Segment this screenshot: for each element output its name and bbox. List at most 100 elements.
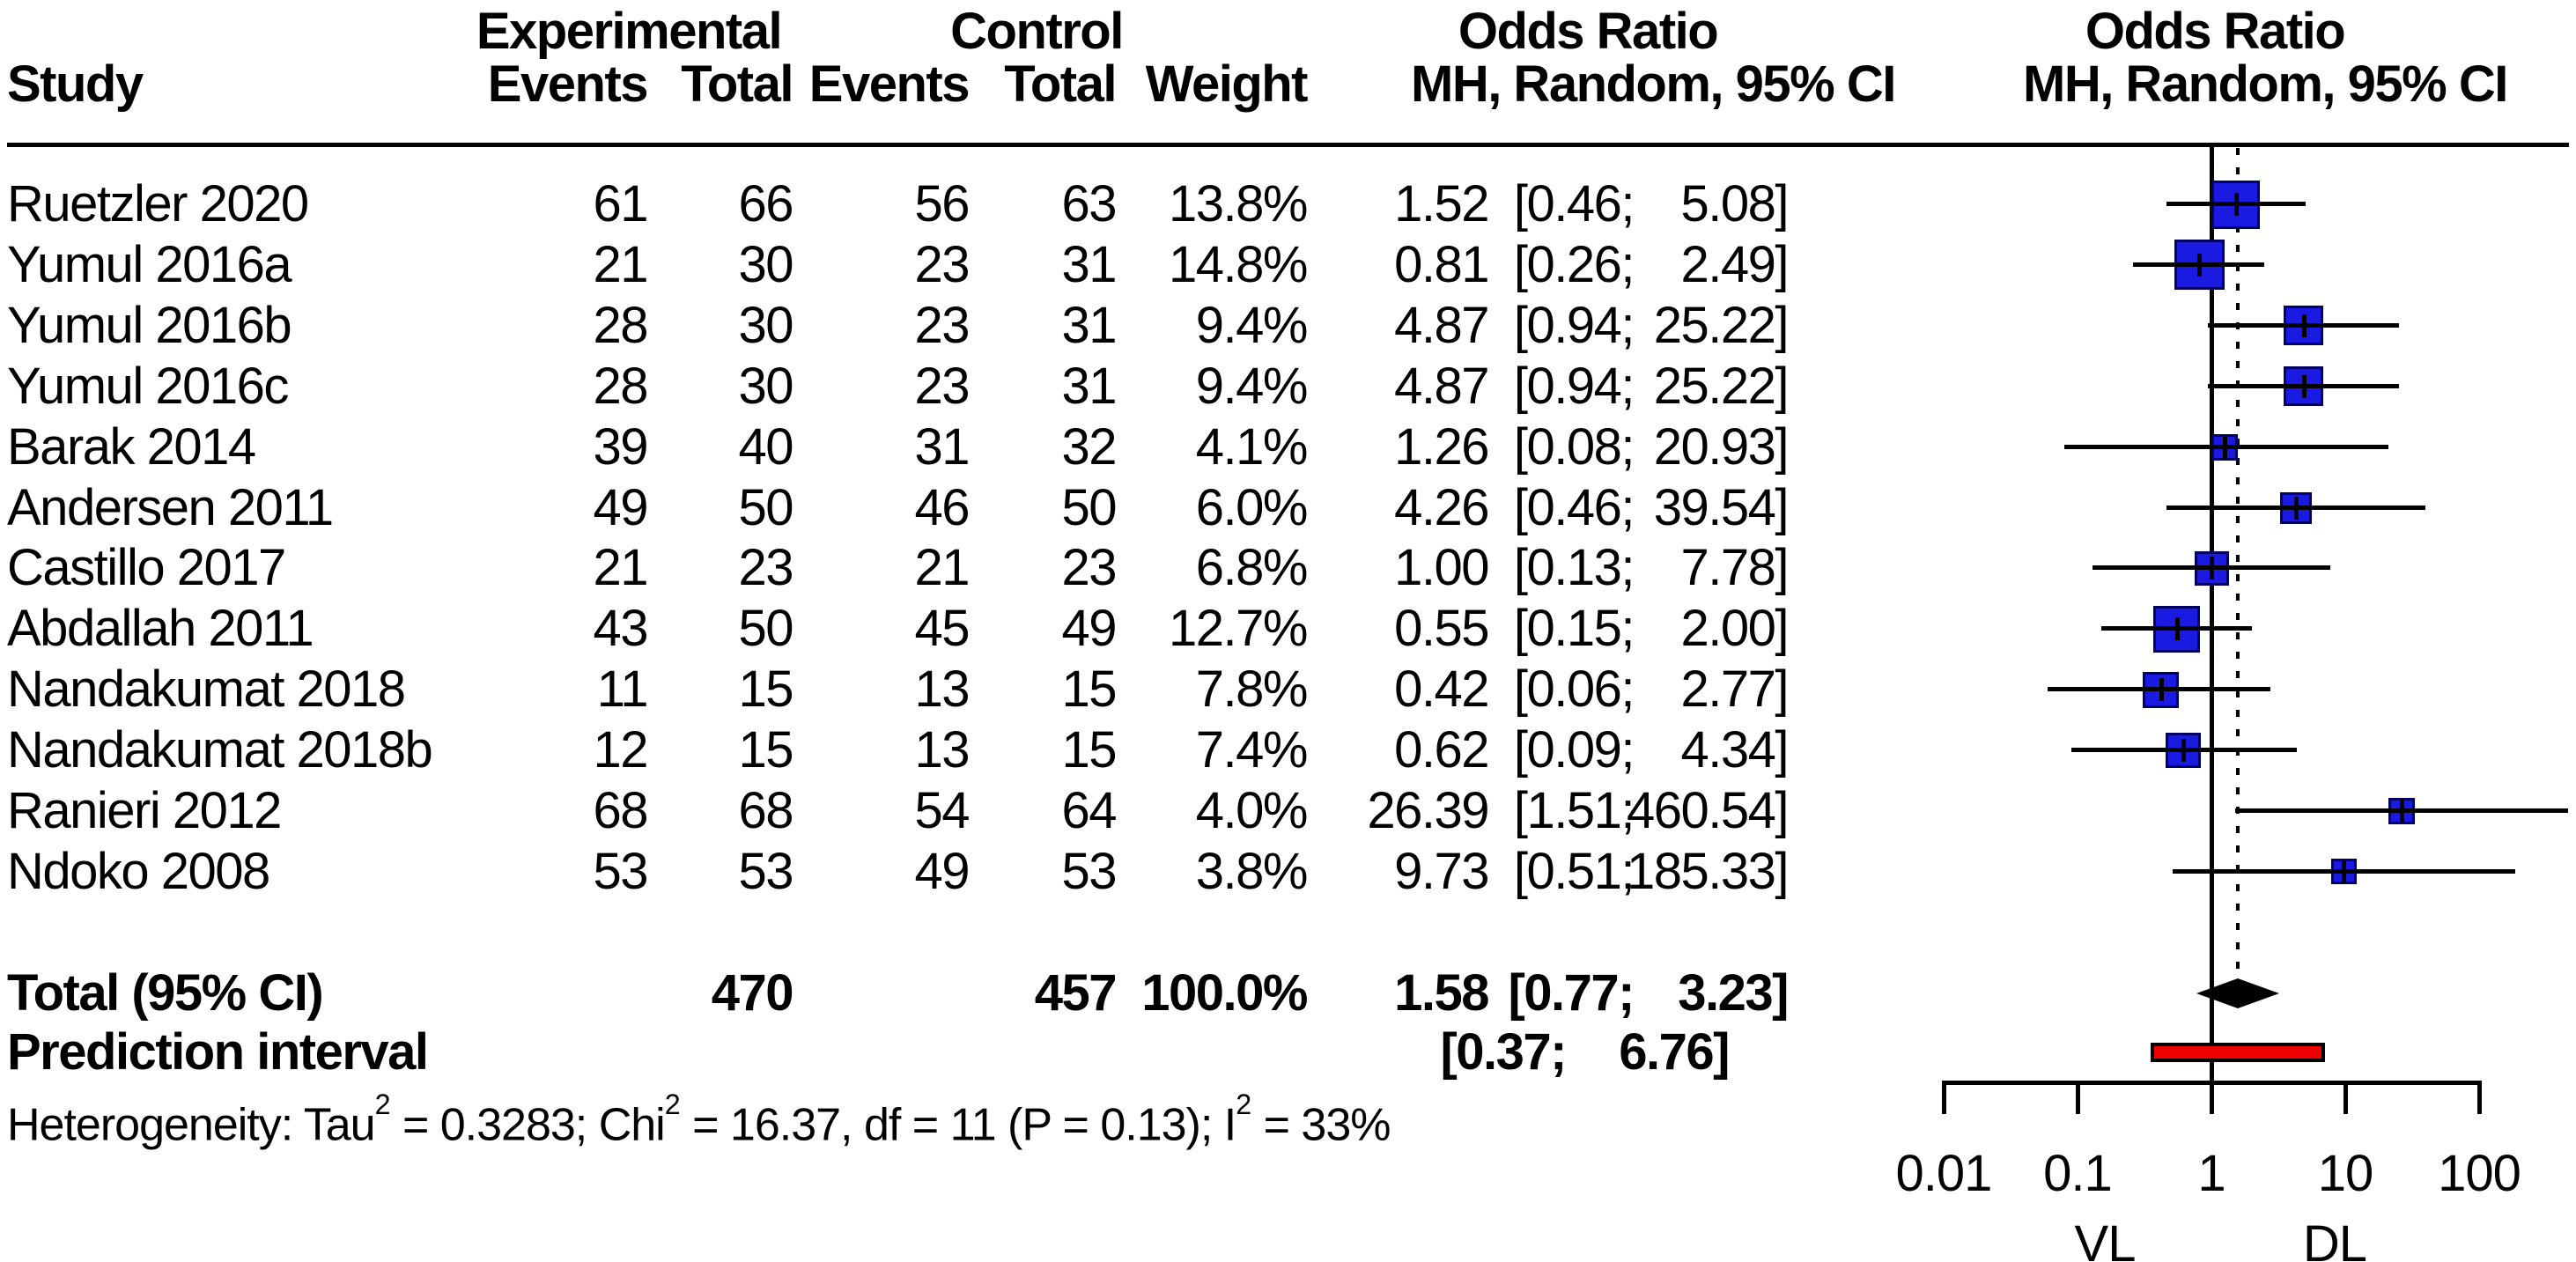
cell-exp_total: 23 <box>738 539 793 596</box>
heterogeneity-segment: = 16.37, df = 11 (P = 0.13); I <box>680 1099 1236 1151</box>
cell-exp_total: 50 <box>738 600 793 657</box>
cell-ci_high: 7.78] <box>1680 539 1790 596</box>
cell-or: 1.26 <box>1394 418 1489 476</box>
cell-ctrl_total: 49 <box>1061 600 1117 657</box>
cell-exp_events: 12 <box>593 721 648 779</box>
prediction-interval-bar <box>2151 1043 2325 1062</box>
cell-exp_events: 11 <box>596 661 649 718</box>
cell-ctrl_events: 46 <box>914 479 970 536</box>
cell-or: 9.73 <box>1394 843 1489 900</box>
cell-exp_events: 43 <box>593 600 648 657</box>
cell-weight: 9.4% <box>1195 297 1309 354</box>
study-name: Andersen 2011 <box>7 479 334 536</box>
point-estimate-tick <box>2159 678 2164 701</box>
point-estimate-tick <box>2400 800 2404 823</box>
x-axis-tick <box>2076 1081 2080 1114</box>
study-name: Barak 2014 <box>7 418 256 476</box>
prediction-ci-low: [0.37; <box>1440 1023 1567 1081</box>
cell-exp_total: 68 <box>738 782 793 839</box>
point-estimate-tick <box>2302 375 2307 398</box>
study-name: Yumul 2016b <box>7 297 292 354</box>
cell-exp_total: 15 <box>738 721 793 779</box>
total-weight: 100.0% <box>1141 964 1308 1022</box>
superscript-2: 2 <box>664 1088 681 1120</box>
cell-weight: 7.4% <box>1195 721 1309 779</box>
header-exp-total: Total <box>681 55 793 113</box>
cell-ctrl_total: 64 <box>1061 782 1117 839</box>
point-estimate-tick <box>2175 617 2180 640</box>
cell-exp_events: 21 <box>593 539 648 596</box>
study-name: Ruetzler 2020 <box>7 175 309 232</box>
cell-ci_low: [0.46; <box>1513 175 1635 232</box>
cell-ci_high: 25.22] <box>1653 297 1790 354</box>
cell-ctrl_total: 23 <box>1061 539 1117 596</box>
cell-or: 1.52 <box>1394 175 1489 232</box>
cell-ci_high: 20.93] <box>1653 418 1790 476</box>
cell-ci_low: [1.51; <box>1513 782 1635 839</box>
header-ctrl-total: Total <box>1004 55 1117 113</box>
header-ctrl-events: Events <box>808 55 971 113</box>
header-weight: Weight <box>1145 55 1309 113</box>
cell-ctrl_total: 53 <box>1061 843 1117 900</box>
cell-exp_events: 28 <box>593 297 648 354</box>
heterogeneity-segment: = 0.3283; Chi <box>390 1099 666 1151</box>
cell-or: 0.42 <box>1394 661 1489 718</box>
superscript-2: 2 <box>374 1088 391 1120</box>
study-name: Nandakumat 2018b <box>7 721 433 779</box>
header-experimental: Experimental <box>476 3 783 60</box>
total-ci-high: 3.23] <box>1678 964 1789 1022</box>
cell-ci_high: 4.34] <box>1680 721 1790 779</box>
cell-ctrl_events: 23 <box>914 297 970 354</box>
study-name: Yumul 2016c <box>7 358 289 415</box>
cell-weight: 4.0% <box>1195 782 1309 839</box>
cell-weight: 13.8% <box>1169 175 1308 232</box>
study-name: Ndoko 2008 <box>7 843 270 900</box>
cell-exp_total: 30 <box>738 358 793 415</box>
cell-weight: 4.1% <box>1195 418 1309 476</box>
cell-exp_total: 30 <box>738 297 793 354</box>
cell-weight: 9.4% <box>1195 358 1309 415</box>
cell-exp_total: 53 <box>738 843 793 900</box>
x-axis-tick-label: 0.01 <box>1895 1145 1993 1202</box>
axis-group-label-vl: VL <box>2074 1215 2137 1262</box>
cell-ci_low: [0.26; <box>1513 236 1635 293</box>
cell-weight: 3.8% <box>1195 843 1309 900</box>
point-estimate-tick <box>2342 860 2346 883</box>
cell-ci_high: 460.54] <box>1626 782 1790 839</box>
cell-ci_low: [0.08; <box>1513 418 1635 476</box>
cell-ci_high: 39.54] <box>1653 479 1790 536</box>
cell-ctrl_events: 23 <box>914 358 970 415</box>
ci-line <box>2048 687 2270 691</box>
cell-ctrl_total: 31 <box>1061 358 1117 415</box>
point-estimate-tick <box>2223 436 2227 459</box>
cell-exp_events: 53 <box>593 843 648 900</box>
total-ci-low: [0.77; <box>1508 964 1635 1022</box>
point-estimate-tick <box>2210 557 2214 579</box>
heterogeneity-segment: Heterogeneity: Tau <box>7 1099 376 1151</box>
point-estimate-tick <box>2234 193 2239 216</box>
cell-exp_total: 50 <box>738 479 793 536</box>
study-name: Abdallah 2011 <box>7 600 314 657</box>
pooled-estimate-dotted-line <box>2236 148 2240 979</box>
cell-ci_low: [0.06; <box>1513 661 1635 718</box>
header-odds-ratio-text-column: Odds Ratio <box>1458 3 1719 60</box>
cell-ci_high: 2.00] <box>1680 600 1790 657</box>
study-name: Castillo 2017 <box>7 539 286 596</box>
cell-ci_low: [0.51; <box>1513 843 1635 900</box>
point-estimate-tick <box>2302 314 2307 337</box>
cell-ctrl_events: 54 <box>914 782 970 839</box>
cell-ci_low: [0.09; <box>1513 721 1635 779</box>
prediction-row-label: Prediction interval <box>7 1023 429 1081</box>
cell-ctrl_events: 45 <box>914 600 970 657</box>
x-axis-tick <box>2343 1081 2348 1114</box>
cell-ci_low: [0.15; <box>1513 600 1635 657</box>
cell-ci_low: [0.13; <box>1513 539 1635 596</box>
cell-ctrl_total: 31 <box>1061 297 1117 354</box>
x-axis-tick <box>1942 1081 1946 1114</box>
heterogeneity-segment: = 33% <box>1251 1099 1391 1151</box>
cell-ctrl_events: 56 <box>914 175 970 232</box>
point-estimate-tick <box>2197 254 2202 277</box>
cell-ctrl_events: 49 <box>914 843 970 900</box>
x-axis-tick <box>2477 1081 2482 1114</box>
